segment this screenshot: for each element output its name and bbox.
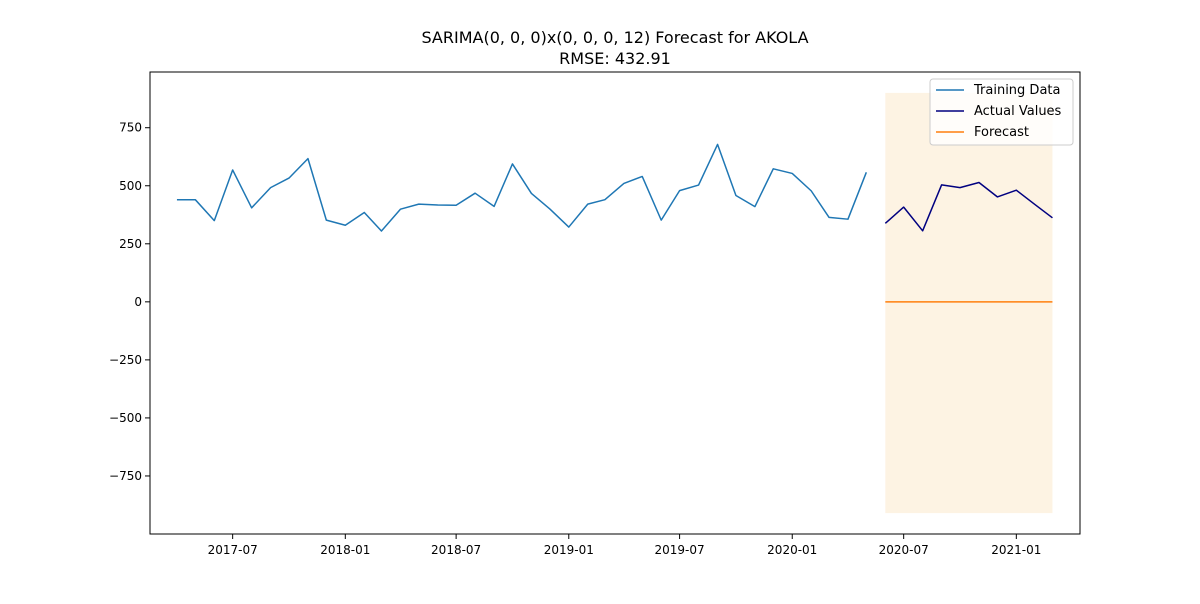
- x-tick-label: 2018-01: [320, 543, 370, 557]
- legend-label: Forecast: [974, 125, 1029, 140]
- x-tick-label: 2020-01: [767, 543, 817, 557]
- x-tick-label: 2018-07: [431, 543, 481, 557]
- confidence-band: [885, 92, 1053, 514]
- legend-label: Training Data: [973, 83, 1060, 98]
- y-tick-label: 500: [119, 179, 142, 193]
- y-tick-label: −500: [109, 411, 142, 425]
- x-tick-label: 2021-01: [991, 543, 1041, 557]
- legend-box: [929, 78, 1074, 146]
- chart-title: SARIMA(0, 0, 0)x(0, 0, 0, 12) Forecast f…: [421, 28, 808, 47]
- y-tick-label: −750: [109, 469, 142, 483]
- y-tick-label: 0: [134, 295, 142, 309]
- plot-area: [149, 71, 1081, 535]
- x-tick-label: 2019-07: [655, 543, 705, 557]
- x-tick-label: 2017-07: [208, 543, 258, 557]
- y-tick-label: 250: [119, 237, 142, 251]
- legend-label: Actual Values: [974, 104, 1062, 119]
- chart-subtitle: RMSE: 432.91: [559, 49, 671, 68]
- series-line-0: [176, 143, 868, 232]
- x-tick-label: 2020-07: [879, 543, 929, 557]
- y-tick-label: 750: [119, 121, 142, 135]
- x-tick-label: 2019-01: [544, 543, 594, 557]
- series-line-1: [884, 181, 1053, 232]
- y-tick-label: −250: [109, 353, 142, 367]
